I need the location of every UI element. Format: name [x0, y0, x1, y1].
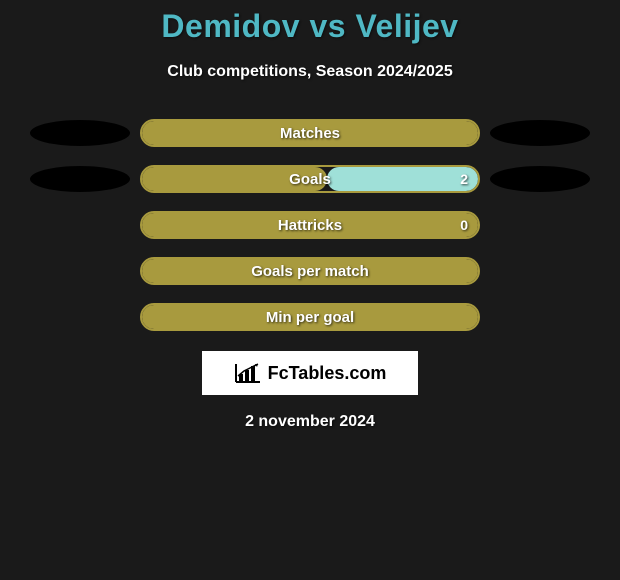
left-ellipse	[30, 166, 130, 192]
logo-chart-icon	[234, 362, 262, 384]
subtitle: Club competitions, Season 2024/2025	[0, 63, 620, 81]
stat-bar: Goals2	[140, 165, 480, 193]
stat-row: Matches	[0, 119, 620, 147]
stat-bar: Matches	[140, 119, 480, 147]
stat-bar: Hattricks0	[140, 211, 480, 239]
logo-text: FcTables.com	[268, 363, 387, 384]
bar-value-right: 0	[460, 213, 468, 237]
bar-label: Goals per match	[142, 259, 478, 283]
date-text: 2 november 2024	[0, 413, 620, 431]
stat-row: Goals per match	[0, 257, 620, 285]
right-ellipse	[490, 166, 590, 192]
stat-row: Goals2	[0, 165, 620, 193]
stat-row: Hattricks0	[0, 211, 620, 239]
bar-label: Goals	[142, 167, 478, 191]
comparison-container: Demidov vs Velijev Club competitions, Se…	[0, 0, 620, 431]
bar-value-right: 2	[460, 167, 468, 191]
stat-row: Min per goal	[0, 303, 620, 331]
left-ellipse	[30, 120, 130, 146]
bar-label: Hattricks	[142, 213, 478, 237]
bar-label: Matches	[142, 121, 478, 145]
logo-box: FcTables.com	[202, 351, 418, 395]
bar-label: Min per goal	[142, 305, 478, 329]
right-ellipse	[490, 120, 590, 146]
stat-bar: Min per goal	[140, 303, 480, 331]
stat-bar: Goals per match	[140, 257, 480, 285]
stat-rows: Matches Goals2 Hattricks0 Goals per match Mi…	[0, 119, 620, 331]
page-title: Demidov vs Velijev	[0, 8, 620, 45]
